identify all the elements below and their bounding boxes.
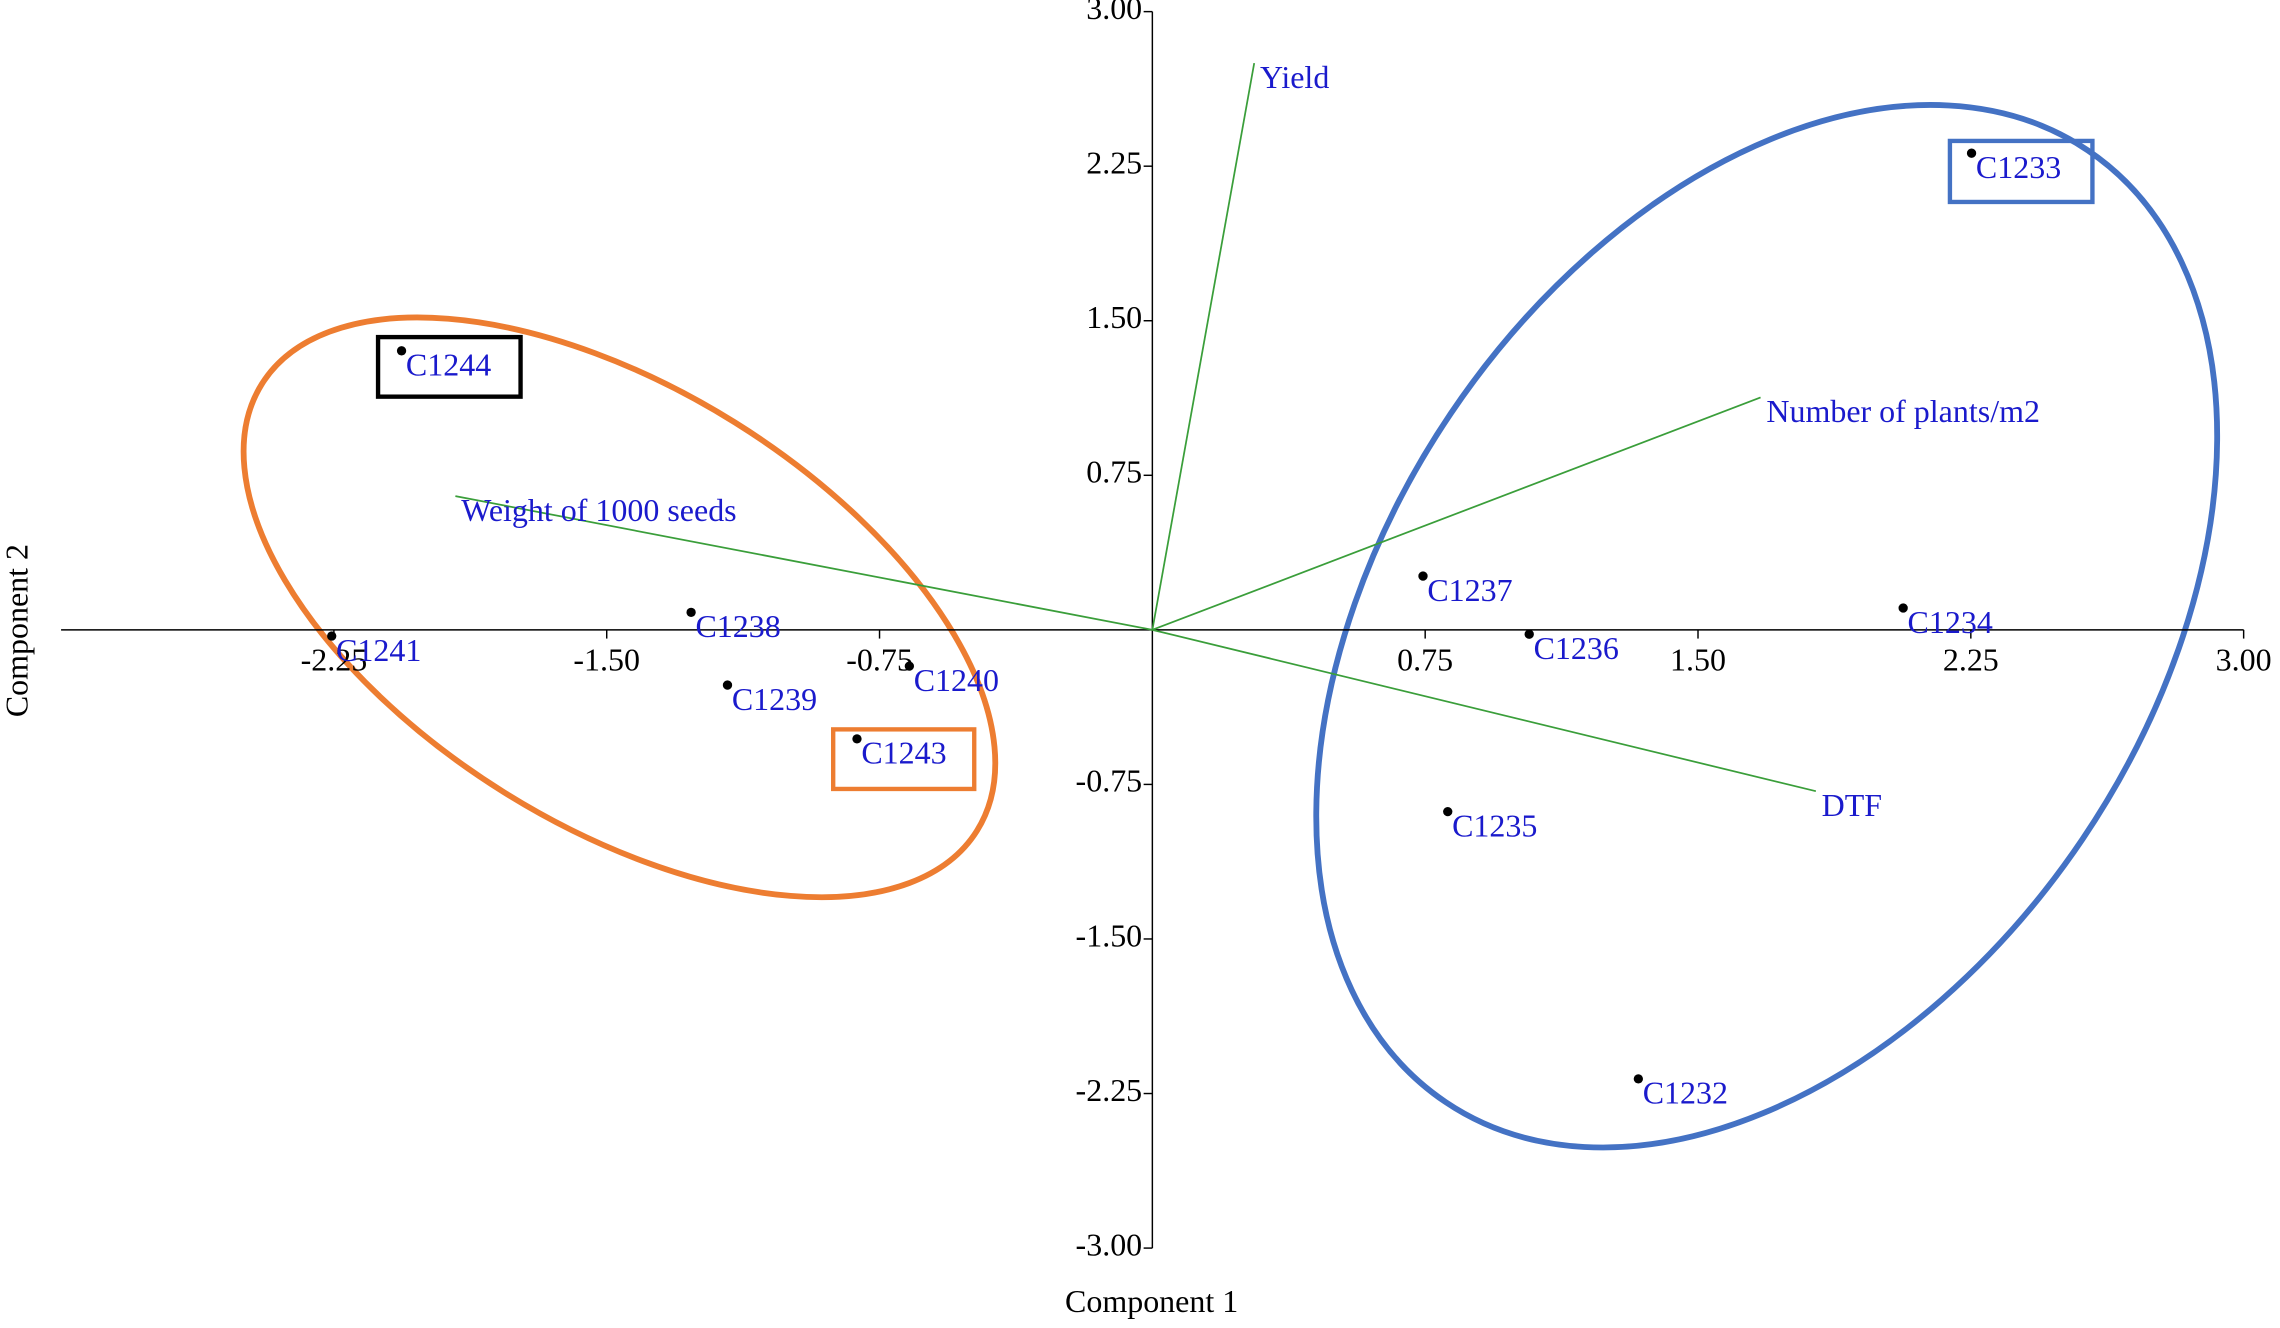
- y-tick-label: -1.50: [1076, 918, 1143, 953]
- y-tick-label: -0.75: [1076, 764, 1143, 799]
- point-label: C1244: [406, 348, 491, 383]
- highlight-box: [375, 334, 523, 399]
- point-label: C1243: [861, 736, 946, 771]
- x-tick-label: 3.00: [2216, 643, 2272, 678]
- x-tick-label: -1.50: [573, 643, 640, 678]
- loading-label: DTF: [1822, 788, 1882, 823]
- point: [396, 346, 407, 356]
- x-axis-title: Component 1: [1065, 1284, 1238, 1319]
- highlight-box: [1947, 138, 2095, 205]
- point: [1443, 806, 1453, 817]
- x-tick-label: 2.25: [1943, 643, 1999, 678]
- x-tick-label: -2.25: [301, 643, 368, 678]
- point: [852, 734, 862, 744]
- y-tick-label: 1.50: [1086, 300, 1142, 335]
- point: [1524, 629, 1534, 639]
- point: [1898, 603, 1908, 613]
- point: [904, 661, 915, 671]
- loading-vector: [1151, 62, 1256, 631]
- x-tick-label: 0.75: [1397, 643, 1453, 678]
- point-label: C1235: [1452, 808, 1537, 843]
- point-label: C1232: [1643, 1076, 1728, 1111]
- y-tick-label: -3.00: [1076, 1227, 1143, 1262]
- highlight-box: [831, 727, 977, 792]
- x-tick-label: 1.50: [1670, 643, 1726, 678]
- loading-label: Yield: [1260, 60, 1329, 95]
- loading-vector: [1152, 629, 1817, 793]
- cluster-ellipse: [240, 314, 999, 901]
- point-label: C1240: [914, 663, 999, 698]
- y-tick-label: -2.25: [1076, 1073, 1143, 1108]
- loading-vector: [455, 495, 1153, 631]
- point-label: C1233: [1976, 150, 2061, 185]
- point-label: C1237: [1427, 573, 1512, 608]
- y-tick-label: 3.00: [1086, 0, 1142, 26]
- point: [686, 607, 696, 617]
- cluster-ellipse: [1313, 102, 2221, 1151]
- point-label: C1236: [1534, 631, 1619, 666]
- point-label: C1238: [695, 609, 780, 644]
- x-tick-label: -0.75: [846, 643, 913, 678]
- loading-label: Weight of 1000 seeds: [461, 493, 736, 528]
- point-label: C1241: [336, 633, 421, 668]
- loading-vector: [1152, 396, 1761, 631]
- point-label: C1239: [732, 682, 817, 717]
- y-tick-label: 0.75: [1086, 455, 1142, 490]
- point: [327, 631, 337, 641]
- y-axis-title: Component 2: [0, 544, 35, 717]
- y-tick-label: 2.25: [1086, 146, 1142, 181]
- point: [1966, 148, 1977, 158]
- point: [1418, 571, 1428, 581]
- point: [722, 680, 733, 690]
- point: [1633, 1074, 1643, 1084]
- point-label: C1234: [1908, 605, 1993, 640]
- loading-label: Number of plants/m2: [1766, 394, 2040, 429]
